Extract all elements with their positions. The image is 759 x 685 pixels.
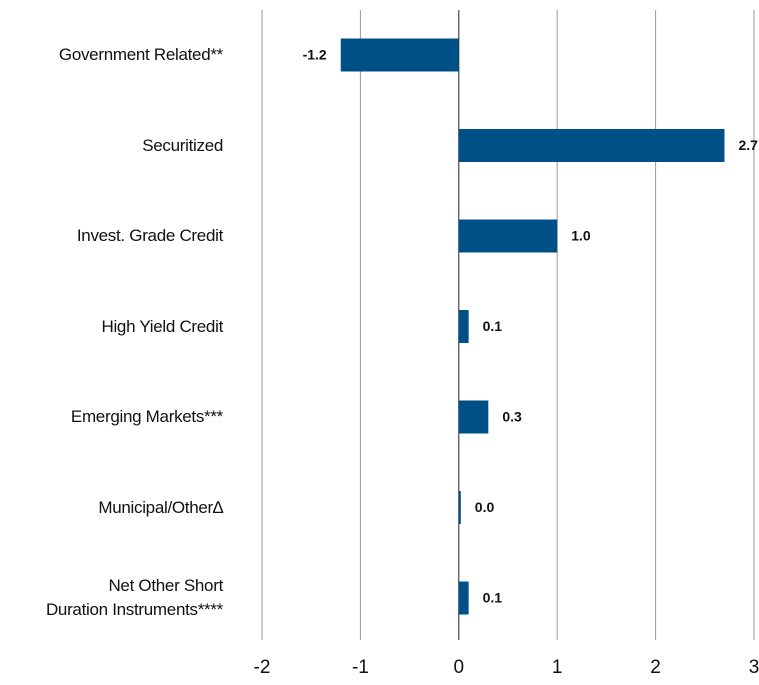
bar [458, 219, 558, 253]
value-label: 0.0 [475, 499, 495, 515]
y-tick-label: Emerging Markets*** [70, 407, 223, 426]
bar [458, 129, 725, 162]
bar [340, 38, 459, 72]
bar [458, 581, 469, 615]
x-tick-label: 0 [454, 657, 465, 678]
y-tick-label: Securitized [142, 135, 223, 155]
bar [458, 310, 469, 343]
value-label: 0.1 [483, 318, 503, 334]
value-label: -1.2 [303, 47, 327, 63]
x-tick-label: -1 [352, 657, 369, 678]
x-tick-label: -2 [254, 657, 271, 678]
value-label: 2.7 [738, 137, 758, 153]
y-tick-label: Net Other Short Duration Instruments**** [45, 576, 223, 619]
x-tick-label: 2 [650, 657, 661, 678]
x-tick-label: 1 [552, 657, 563, 678]
y-tick-label: Municipal/Other∆ [98, 497, 223, 517]
value-label: 1.0 [571, 228, 591, 244]
x-tick-label: 3 [749, 657, 759, 678]
bar [458, 400, 489, 434]
bar [458, 491, 461, 524]
y-tick-label: Government Related** [58, 45, 223, 64]
y-tick-label: High Yield Credit [101, 316, 223, 336]
value-label: 0.3 [502, 409, 522, 425]
y-tick-label: Invest. Grade Credit [76, 226, 223, 245]
value-label: 0.1 [483, 590, 503, 606]
